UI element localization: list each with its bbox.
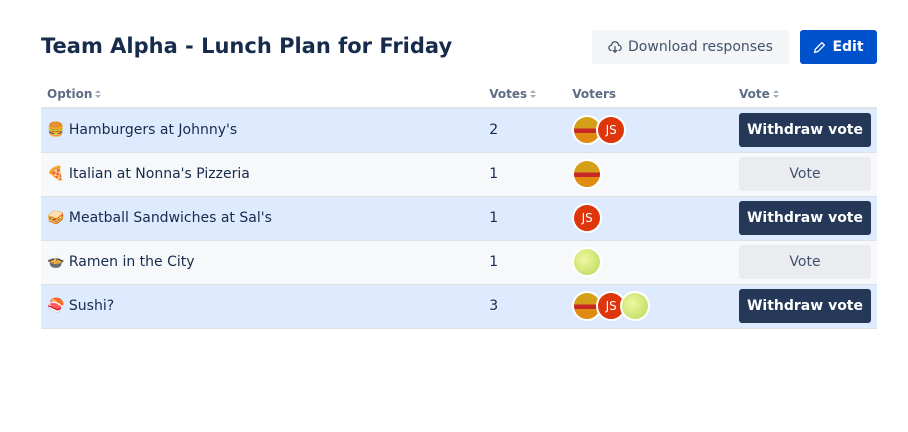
icon: 🍔 [47,122,65,139]
vote-button[interactable]: Vote [739,245,871,279]
column-header[interactable]: Option [41,80,484,109]
row: 🍔 Hamburgers at Johnny's 2 JS Withdraw v… [41,108,877,152]
row: 🥪 Meatball Sandwiches at Sal's 1 JS With… [41,196,877,240]
column-header[interactable]: Votes [483,80,567,109]
avatar [620,291,651,321]
option: Sushi? [68,298,115,314]
option: Ramen in the City [68,254,195,270]
button-label: Edit [832,39,864,55]
avatar: JS [596,115,627,146]
sort-icon [95,90,102,98]
cloud-icon [608,41,622,54]
button-label: Download responses [628,39,773,55]
avatar [572,159,603,189]
download-button[interactable]: Download responses [592,30,789,64]
icon: 🍣 [47,298,65,314]
vote-button[interactable]: Vote [739,157,871,191]
icon: 🍲 [47,254,65,270]
votes: 3 [483,284,567,328]
icon: 🍕 [47,166,65,182]
votes: 1 [483,240,567,284]
votes: 1 [483,196,567,240]
header-text: Voters [572,86,617,101]
column-header: Voters [566,80,733,109]
votes: 2 [483,108,567,152]
row: 🍲 Ramen in the City 1 Vote [41,240,877,284]
avatar: JS [572,203,603,233]
pencil-icon [814,41,826,53]
edit-button[interactable]: Edit [800,30,877,64]
vote-button[interactable]: Withdraw vote [739,113,871,148]
page-title: Team Alpha - Lunch Plan for Friday [41,34,453,58]
header-text: Vote [739,86,770,101]
option: Italian at Nonna's Pizzeria [68,166,250,182]
sort-icon [530,90,537,98]
option: Meatball Sandwiches at Sal's [68,210,272,226]
icon: 🥪 [47,210,65,226]
vote-button[interactable]: Withdraw vote [739,201,871,235]
row: 🍕 Italian at Nonna's Pizzeria 1 Vote [41,152,877,196]
header-text: Option [47,86,93,101]
vote-button[interactable]: Withdraw vote [739,289,871,323]
votes: 1 [483,152,567,196]
sort-icon [772,90,779,98]
avatar [572,247,603,277]
row: 🍣 Sushi? 3 JS Withdraw vote [41,284,877,328]
column-header[interactable]: Vote [733,80,877,109]
option: Hamburgers at Johnny's [68,122,238,139]
header-text: Votes [489,86,528,101]
poll-table: Option Votes Voters Vote 🍔 Hamburgers at… [41,80,877,329]
